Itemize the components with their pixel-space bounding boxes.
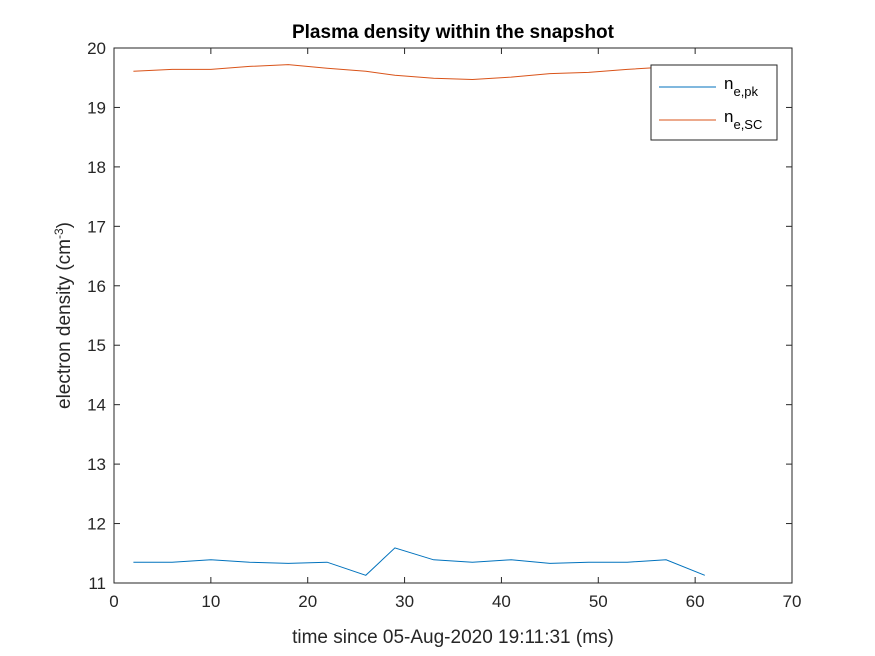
x-tick-label: 60 — [686, 592, 705, 611]
y-tick-label: 13 — [87, 455, 106, 474]
y-tick-label: 19 — [87, 98, 106, 117]
y-tick-label: 11 — [88, 574, 106, 593]
axes-layer: 0 10 20 30 40 50 60 70 11 12 13 14 15 16 17 18 19 20 — [87, 39, 801, 611]
y-tick-label: 17 — [87, 217, 106, 236]
y-axis-label-sup: -3 — [52, 228, 66, 239]
legend-label-subscript: e,SC — [733, 117, 762, 132]
x-tick-label: 70 — [783, 592, 802, 611]
series-line-1 — [133, 547, 705, 576]
x-axis-label: time since 05-Aug-2020 19:11:31 (ms) — [292, 627, 614, 648]
legend-box — [650, 64, 778, 141]
x-tick-label: 40 — [492, 592, 511, 611]
y-axis-label-base: electron density (cm — [54, 239, 75, 409]
legend-label-1: ne,pk — [724, 74, 759, 99]
x-tick-label: 30 — [395, 592, 414, 611]
series-line-2 — [133, 64, 705, 81]
y-tick-label: 16 — [87, 277, 106, 296]
y-tick-label: 20 — [87, 39, 106, 58]
y-tick-label: 18 — [87, 158, 106, 177]
axes-box — [113, 47, 793, 584]
legend-label-base: n — [724, 74, 733, 93]
series-layer — [133, 64, 705, 576]
x-tick-label: 0 — [109, 592, 118, 611]
chart-title: Plasma density within the snapshot — [292, 22, 615, 43]
y-axis-label: electron density (cm-3) — [52, 222, 75, 409]
x-tick-label: 50 — [589, 592, 608, 611]
x-tick-label: 10 — [201, 592, 220, 611]
legend-label-base: n — [724, 107, 733, 126]
y-tick-label: 15 — [87, 336, 106, 355]
x-tick-label: 20 — [298, 592, 317, 611]
y-tick-label: 12 — [87, 515, 106, 534]
legend-label-2: ne,SC — [724, 107, 762, 132]
legend-label-subscript: e,pk — [733, 84, 758, 99]
y-axis-label-close: ) — [54, 222, 75, 228]
y-tick-label: 14 — [87, 396, 106, 415]
